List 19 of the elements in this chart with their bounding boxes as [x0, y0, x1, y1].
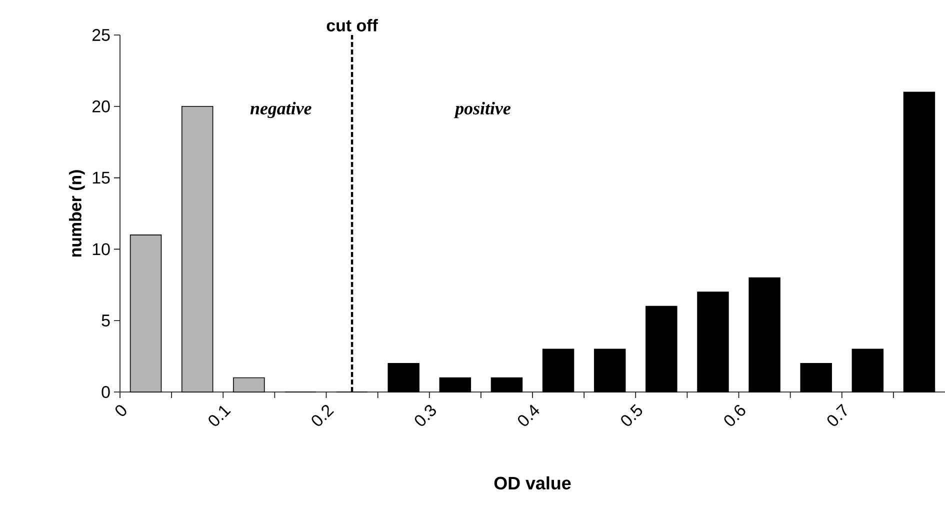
y-tick-label: 20 — [92, 100, 110, 112]
ref-line-label: cut off — [326, 19, 378, 32]
y-tick-label: 5 — [102, 314, 110, 327]
x-tick-label: 0.4 — [518, 404, 540, 426]
x-tick-label: 0.3 — [414, 404, 436, 426]
y-tick-label: 10 — [92, 243, 110, 256]
annotation: negative — [250, 102, 312, 118]
x-tick-label: 0.7 — [827, 404, 847, 426]
y-axis-title: number (n) — [69, 170, 85, 257]
x-tick-label: 0.2 — [312, 404, 334, 426]
x-tick-label: 0.6 — [724, 404, 746, 426]
x-axis-title: OD value — [494, 476, 571, 490]
y-tick-label: 25 — [92, 29, 110, 41]
y-tick-label: 15 — [92, 172, 110, 184]
x-tick-label: 0 — [115, 405, 126, 416]
x-tick-label: 0.1 — [208, 406, 231, 426]
annotation: positive — [454, 102, 511, 118]
x-tick-label: 0.5 — [621, 404, 642, 426]
y-tick-label: 0 — [102, 386, 110, 398]
